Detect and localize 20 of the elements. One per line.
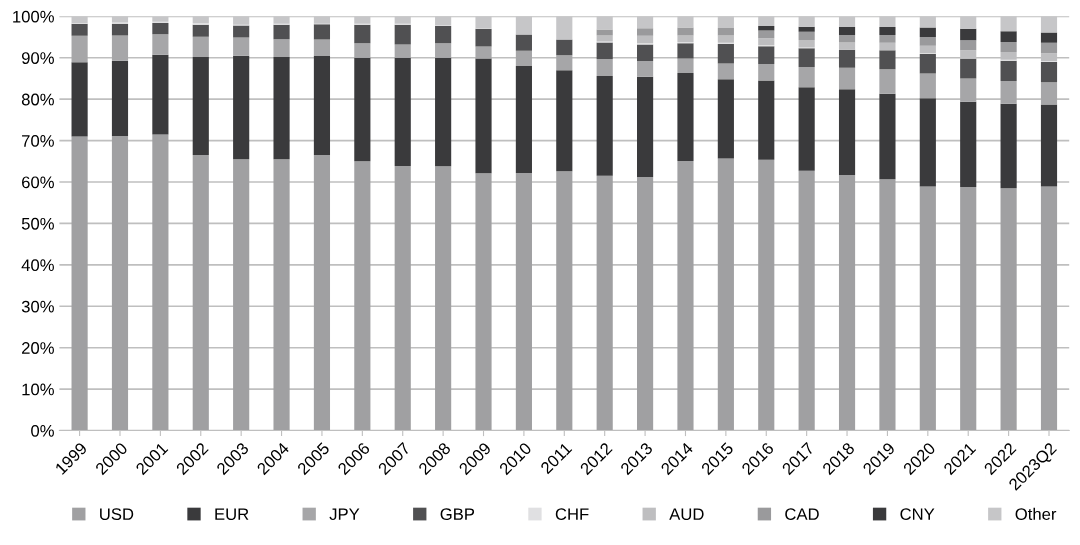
legend-label: JPY [329, 508, 360, 521]
y-tick-label: 20% [22, 342, 54, 354]
legend-label: CHF [555, 508, 589, 521]
y-tick-label: 80% [21, 93, 54, 106]
y-tick-label: 10% [22, 383, 54, 396]
y-tick-label: 0% [31, 424, 54, 437]
y-tick-label: 60% [22, 176, 54, 189]
y-tick-label: 50% [21, 217, 54, 230]
legend-label: USD [100, 508, 134, 521]
legend-label: AUD [669, 508, 704, 521]
y-tick-label: 100% [13, 10, 54, 23]
legend-label: Other [1015, 507, 1057, 521]
legend-label: GBP [440, 508, 475, 521]
y-tick-label: 40% [21, 259, 54, 272]
legend-label: CAD [785, 508, 819, 521]
legend-label: CNY [900, 508, 935, 521]
y-tick-label: 70% [22, 135, 54, 147]
legend-label: EUR [215, 508, 249, 521]
y-tick-label: 30% [21, 300, 54, 313]
y-tick-label: 90% [21, 52, 54, 64]
